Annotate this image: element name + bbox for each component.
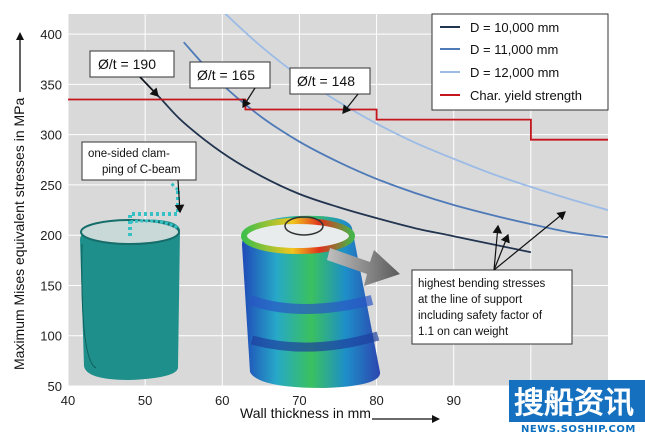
callout-clamping-line-2: ping of C-beam <box>102 164 181 176</box>
callout-dt-165-text: Ø/t = 165 <box>197 67 255 83</box>
callout-bending-line-1: highest bending stresses <box>418 278 545 290</box>
grey-arrow <box>327 248 400 286</box>
watermark-url: NEWS.SOSHIP.COM <box>521 424 636 435</box>
series-line-d11000 <box>183 41 608 239</box>
legend-label-d12000: D = 12,000 mm <box>470 65 559 80</box>
callout-clamping: one-sided clam- ping of C-beam <box>81 141 197 214</box>
y-tick-label: 100 <box>40 329 62 344</box>
y-tick-label: 250 <box>40 178 62 193</box>
y-tick-label: 300 <box>40 128 62 143</box>
y-axis-arrow <box>16 32 24 92</box>
legend-label-d11000: D = 11,000 mm <box>470 42 558 57</box>
callout-dt-148: Ø/t = 148 <box>289 67 371 114</box>
series-line-d12000 <box>224 14 608 211</box>
y-tick-label: 200 <box>40 228 62 243</box>
x-tick-label: 40 <box>61 393 75 408</box>
y-tick-label: 50 <box>48 379 62 394</box>
legend-label-d10000: D = 10,000 mm <box>470 20 559 35</box>
y-axis-title: Maximum Mises equivalent stresses in MPa <box>11 97 27 370</box>
x-tick-label: 60 <box>215 393 229 408</box>
series-line-d10000 <box>136 73 532 254</box>
y-tick-label: 350 <box>40 77 62 92</box>
callout-dt-148-text: Ø/t = 148 <box>297 73 355 89</box>
legend-label-yield: Char. yield strength <box>470 88 582 103</box>
x-tick-label: 90 <box>446 393 460 408</box>
x-tick-label: 80 <box>369 393 383 408</box>
callout-dt-190-text: Ø/t = 190 <box>98 56 156 72</box>
cylinder-illustration-clamped <box>80 180 180 380</box>
watermark: 搜船资讯 NEWS.SOSHIP.COM <box>509 380 645 435</box>
y-tick-label: 400 <box>40 27 62 42</box>
callout-clamping-line-1: one-sided clam- <box>88 148 170 160</box>
callout-bending-line-4: 1.1 on can weight <box>418 326 509 338</box>
watermark-brand: 搜船资讯 <box>514 386 634 421</box>
x-axis-title: Wall thickness in mm <box>240 405 371 421</box>
callout-bending-line-3: including safety factor of <box>418 310 543 322</box>
callout-dt-165: Ø/t = 165 <box>189 61 271 109</box>
callout-dt-190: Ø/t = 190 <box>89 50 175 97</box>
x-tick-label: 50 <box>138 393 152 408</box>
x-tick-label: 70 <box>292 393 306 408</box>
callout-bending-line-2: at the line of support <box>418 294 523 306</box>
callout-bending: highest bending stresses at the line of … <box>411 211 573 345</box>
x-axis-arrow <box>372 415 440 423</box>
series-layer <box>68 14 608 254</box>
legend: D = 10,000 mm D = 11,000 mm D = 12,000 m… <box>431 13 609 111</box>
y-tick-label: 150 <box>40 278 62 293</box>
